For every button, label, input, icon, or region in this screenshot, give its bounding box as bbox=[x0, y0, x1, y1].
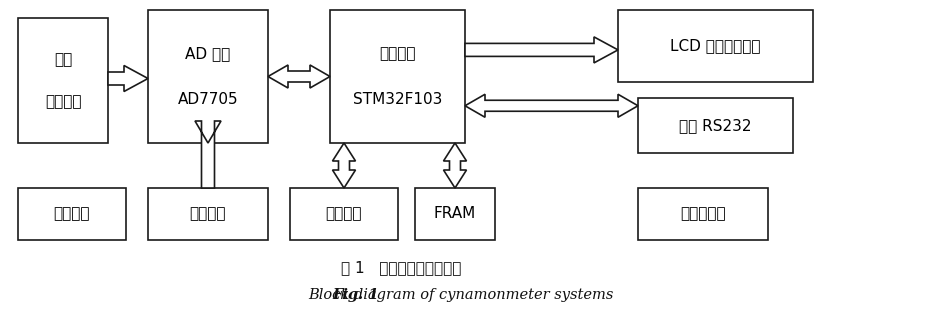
Text: AD7705: AD7705 bbox=[178, 92, 239, 107]
Bar bbox=[18, 188, 126, 240]
Polygon shape bbox=[465, 94, 638, 117]
Text: 采样: 采样 bbox=[54, 52, 72, 67]
Polygon shape bbox=[333, 143, 355, 188]
Text: 图 1   测力仪系统组成框图: 图 1 测力仪系统组成框图 bbox=[340, 260, 461, 276]
Bar bbox=[330, 10, 465, 143]
Bar bbox=[148, 10, 268, 143]
Text: 电源管理: 电源管理 bbox=[54, 207, 90, 221]
Polygon shape bbox=[195, 121, 221, 188]
Bar bbox=[18, 18, 108, 143]
Text: 微处理器: 微处理器 bbox=[379, 46, 416, 61]
Bar bbox=[638, 188, 768, 240]
Bar bbox=[638, 98, 793, 153]
Bar bbox=[415, 188, 495, 240]
Bar bbox=[290, 188, 398, 240]
Text: 滤波网络: 滤波网络 bbox=[45, 94, 81, 109]
Text: 基准参考: 基准参考 bbox=[190, 207, 226, 221]
Text: STM32F103: STM32F103 bbox=[353, 92, 442, 107]
Polygon shape bbox=[108, 66, 148, 91]
Text: 通讯 RS232: 通讯 RS232 bbox=[679, 118, 752, 133]
Bar bbox=[148, 188, 268, 240]
Text: 微型打印机: 微型打印机 bbox=[680, 207, 726, 221]
Text: Block diagram of cynamonmeter systems: Block diagram of cynamonmeter systems bbox=[308, 288, 613, 302]
Bar bbox=[618, 10, 813, 82]
Text: LCD 显示或数码管: LCD 显示或数码管 bbox=[670, 39, 761, 53]
Text: 实时时钟: 实时时钟 bbox=[326, 207, 363, 221]
Text: FRAM: FRAM bbox=[434, 207, 476, 221]
Text: AD 变换: AD 变换 bbox=[185, 46, 230, 61]
Text: Fig. 1: Fig. 1 bbox=[333, 288, 379, 302]
Polygon shape bbox=[465, 37, 618, 63]
Polygon shape bbox=[268, 65, 330, 88]
Polygon shape bbox=[444, 143, 467, 188]
